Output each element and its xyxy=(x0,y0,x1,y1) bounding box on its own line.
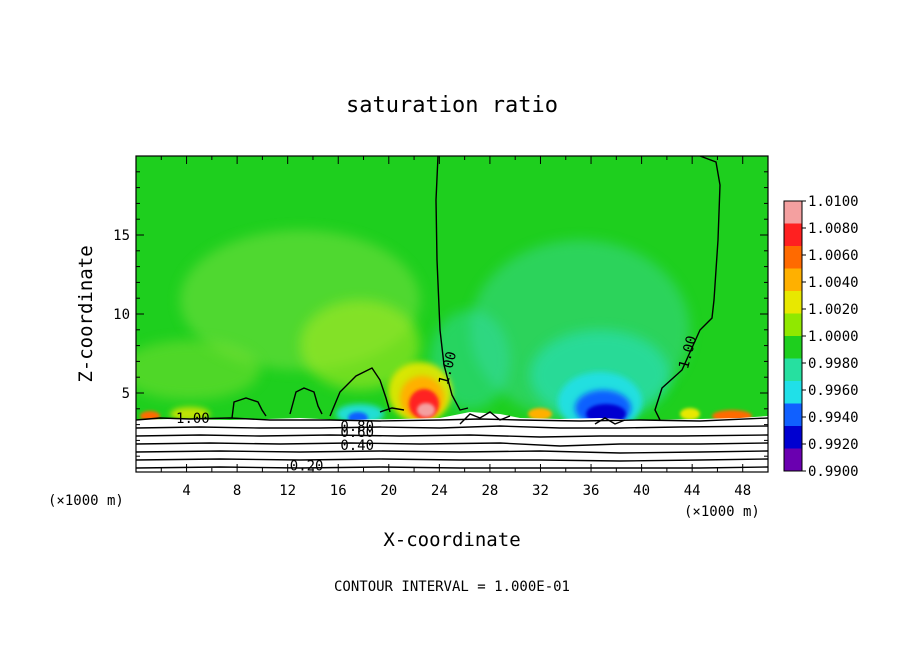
colorbar-label: 0.9980 xyxy=(808,356,859,372)
plot-area: 1.001.00 1.000.800.600.400.20 xyxy=(136,156,768,474)
colorbar-label: 1.0080 xyxy=(808,221,859,237)
colorbar-label: 0.9900 xyxy=(808,464,859,480)
contour-label: 0.80 xyxy=(340,419,374,435)
chart-title: saturation ratio xyxy=(346,93,558,118)
colorbar-swatch xyxy=(784,268,802,291)
contour-lines xyxy=(136,156,768,469)
colorbar-swatch xyxy=(784,403,802,426)
x-tick-label: 16 xyxy=(330,483,347,499)
contour-label: 0.20 xyxy=(290,458,324,474)
y-axis-label: Z-coordinate xyxy=(75,245,97,382)
colorbar-swatch xyxy=(784,448,802,471)
colorbar-label: 1.0100 xyxy=(808,194,859,210)
x-tick-label: 40 xyxy=(633,483,650,499)
contour-label: 0.40 xyxy=(340,438,374,454)
colorbar-swatch xyxy=(784,291,802,314)
x-tick-label: 48 xyxy=(734,483,751,499)
x-axis-label: X-coordinate xyxy=(383,529,520,551)
colorbar-swatch xyxy=(784,381,802,404)
colorbar: 1.0100 1.0080 1.0060 1.0040 1.0020 1.0000 0.99… xyxy=(783,194,859,480)
colorbar-label: 0.9960 xyxy=(808,383,859,399)
colorbar-swatch xyxy=(784,313,802,336)
colorbar-swatch xyxy=(784,426,802,449)
x-tick-label: 24 xyxy=(431,483,448,499)
colorbar-label: 0.9920 xyxy=(808,437,859,453)
x-axis: 4 8 12 16 20 24 28 32 36 40 44 48 xyxy=(160,156,751,499)
x-tick-label: 20 xyxy=(380,483,397,499)
colorbar-swatch xyxy=(784,201,802,224)
colorbar-label: 1.0000 xyxy=(808,329,859,345)
contour-interval-note: CONTOUR INTERVAL = 1.000E-01 xyxy=(334,579,570,595)
colorbar-label: 1.0060 xyxy=(808,248,859,264)
x-tick-label: 8 xyxy=(233,483,241,499)
colorbar-swatch xyxy=(784,358,802,381)
x-tick-label: 36 xyxy=(583,483,600,499)
colorbar-label: 0.9940 xyxy=(808,410,859,426)
y-tick-label: 15 xyxy=(113,228,130,244)
x-unit-label: (×1000 m) xyxy=(48,493,124,509)
dry-layer xyxy=(136,412,768,472)
z-unit-label: (×1000 m) xyxy=(684,504,760,520)
colorbar-label: 1.0020 xyxy=(808,302,859,318)
contour-label: 1.00 xyxy=(176,411,210,427)
colorbar-label: 1.0040 xyxy=(808,275,859,291)
y-axis: 5 10 15 xyxy=(113,171,768,457)
x-tick-label: 32 xyxy=(532,483,549,499)
colorbar-swatch xyxy=(784,223,802,246)
y-tick-label: 10 xyxy=(113,307,130,323)
x-tick-label: 44 xyxy=(684,483,701,499)
contour-label: 0.60 xyxy=(340,425,374,441)
x-tick-label: 28 xyxy=(481,483,498,499)
y-tick-label: 5 xyxy=(122,386,130,402)
colorbar-swatch xyxy=(784,336,802,359)
x-tick-label: 4 xyxy=(182,483,190,499)
x-tick-label: 12 xyxy=(279,483,296,499)
colorbar-swatch xyxy=(784,246,802,269)
